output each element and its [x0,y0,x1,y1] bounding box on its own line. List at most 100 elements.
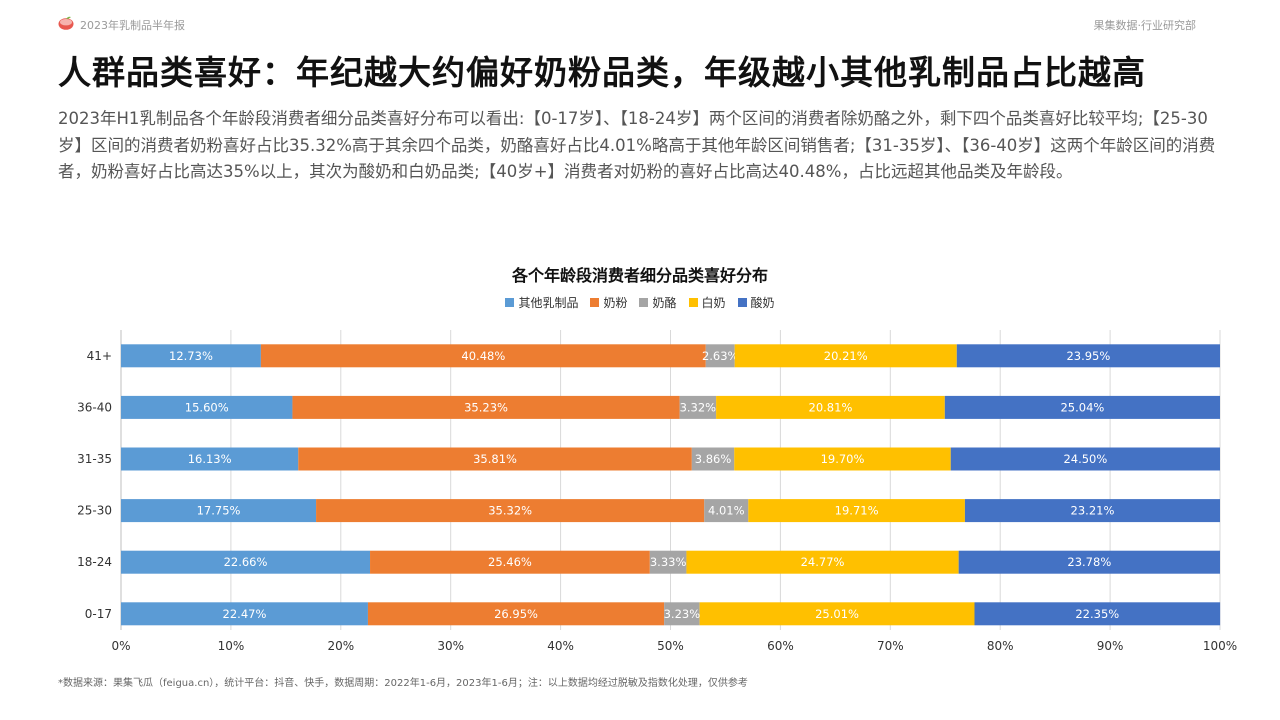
data-label: 19.71% [835,504,879,518]
data-label: 4.01% [708,504,745,518]
y-category-label: 41+ [87,349,112,363]
y-category-label: 0-17 [85,607,112,621]
legend-swatch [505,298,515,307]
data-label: 35.81% [473,452,517,466]
legend-swatch [639,298,649,307]
bar-segment [686,550,959,574]
bar-segment [704,499,749,523]
bar-segment [260,344,706,368]
data-label: 24.50% [1063,452,1107,466]
data-label: 3.32% [680,400,717,414]
bar-segment [956,344,1220,368]
legend-label: 其他乳制品 [518,296,579,310]
bar-segment [691,447,735,471]
data-label: 22.47% [223,607,267,621]
data-label: 23.95% [1066,349,1110,363]
data-label: 3.33% [650,555,687,569]
data-label: 3.86% [695,452,732,466]
y-category-label: 18-24 [77,555,112,569]
data-label: 19.70% [821,452,865,466]
data-label: 25.01% [815,607,859,621]
data-label: 2.63% [702,349,739,363]
bar-segment [958,550,1220,574]
data-label: 20.81% [809,400,853,414]
top-bar: 2023年乳制品半年报 果集数据·行业研究部 [58,14,1196,34]
data-label: 3.23% [664,607,701,621]
report-name: 2023年乳制品半年报 [80,19,185,32]
legend-item: 奶粉 [590,294,627,311]
data-label: 35.32% [488,504,532,518]
data-label: 16.13% [188,452,232,466]
bar-segment [121,395,293,419]
legend-item: 酸奶 [737,294,775,311]
x-tick-label: 60% [767,639,794,653]
bar-segment [699,602,975,626]
legend-item: 奶酪 [639,294,677,311]
bar-segment [964,499,1220,523]
legend-label: 奶粉 [603,296,628,310]
bar-segment [367,602,665,626]
x-tick-label: 30% [437,639,464,653]
x-tick-label: 50% [657,639,684,653]
data-label: 26.95% [494,607,538,621]
data-label: 23.21% [1071,504,1115,518]
bar-segment [748,499,965,523]
bar-segment [734,447,951,471]
x-tick-label: 100% [1203,639,1237,653]
data-label: 23.78% [1067,555,1111,569]
legend-item: 白奶 [688,294,726,311]
y-category-label: 25-30 [77,504,112,518]
data-label: 35.23% [464,400,508,414]
x-tick-label: 0% [111,639,130,653]
bar-segment [121,344,261,368]
x-tick-label: 70% [877,639,904,653]
bar-segment [121,499,317,523]
brand-logo-icon [58,16,74,30]
bar-segment [679,395,717,419]
bar-segment [649,550,687,574]
legend-label: 酸奶 [750,296,775,310]
x-tick-label: 20% [327,639,354,653]
bar-segment [734,344,957,368]
bar-segment [292,395,680,419]
legend-swatch [737,298,747,307]
org-name: 果集数据·行业研究部 [1093,19,1197,32]
data-label: 15.60% [185,400,229,414]
x-tick-label: 10% [218,639,245,653]
data-label: 40.48% [461,349,505,363]
bar-segment [664,602,700,626]
data-label: 25.04% [1060,400,1104,414]
stacked-bar-chart: 0% 10% 20% 30% 40% 50% 60% 70% 80% 90% 100% 41+ 12.7… [77,330,1237,653]
chart-legend: 其他乳制品 奶粉 奶酪 白奶 酸奶 [0,294,1280,311]
bar-segment [121,550,371,574]
legend-swatch [590,298,600,307]
bar-segment [974,602,1221,626]
x-tick-label: 40% [547,639,574,653]
x-tick-label: 90% [1097,639,1124,653]
bar-segment [121,602,368,626]
bar-segment [716,395,945,419]
bar-segment [316,499,705,523]
bar-segment [705,344,735,368]
legend-label: 白奶 [701,296,726,310]
y-category-label: 31-35 [77,452,112,466]
legend-swatch [688,298,698,307]
page-title: 人群品类喜好：年纪越大约偏好奶粉品类，年级越小其他乳制品占比越高 [58,53,1146,92]
y-category-label: 36-40 [77,400,112,414]
data-label: 24.77% [801,555,845,569]
chart-title: 各个年龄段消费者细分品类喜好分布 [511,266,768,285]
bar-segment [121,447,299,471]
data-label: 17.75% [197,504,241,518]
data-label: 20.21% [824,349,868,363]
data-label: 22.66% [224,555,268,569]
data-source-footnote: *数据来源：果集飞瓜（feigua.cn），统计平台：抖音、快手，数据周期：20… [58,678,748,689]
bar-segment [950,447,1220,471]
legend-label: 奶酪 [652,296,677,310]
bar-segment [298,447,692,471]
bar-segment [944,395,1220,419]
bar-segment [370,550,650,574]
summary-paragraph: 2023年H1乳制品各个年龄段消费者细分品类喜好分布可以看出:【0-17岁】、【… [58,109,1216,181]
legend-item: 其他乳制品 [505,294,578,311]
data-label: 12.73% [169,349,213,363]
x-tick-label: 80% [987,639,1014,653]
